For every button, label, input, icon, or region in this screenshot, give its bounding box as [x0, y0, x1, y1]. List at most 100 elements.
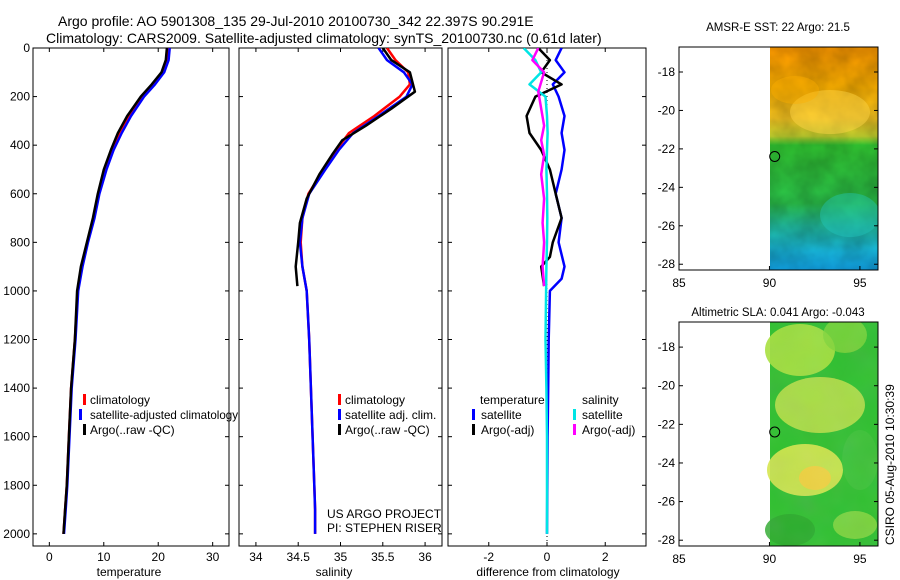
y-tick-label: 800 [10, 235, 30, 249]
float-position-marker [769, 151, 781, 162]
map-x-tick-label: 90 [763, 276, 777, 290]
difference-xlabel: difference from climatology [476, 565, 619, 579]
x-tick-label: 34 [249, 550, 263, 564]
sla-heatmap [765, 322, 878, 546]
map-y-tick-label: -28 [658, 257, 676, 271]
salinity-axis-ticks: 34 34.5 35 35.5 36 [249, 48, 432, 564]
y-tick-label: 1400 [3, 381, 30, 395]
legend-swatch-argo [83, 424, 86, 435]
legend-swatch-argo [338, 424, 341, 435]
temperature-xlabel: temperature [97, 565, 162, 579]
legend-label-temp-argo: Argo(-adj) [481, 423, 534, 437]
legend-swatch-satellite [79, 409, 82, 420]
map-y-tick-label: -26 [658, 219, 676, 233]
map-x-tick-label: 85 [672, 276, 686, 290]
sla-map-title: Altimetric SLA: 0.041 Argo: -0.043 [691, 307, 864, 319]
map-y-tick-label: -20 [658, 103, 676, 117]
project-annotation: US ARGO PROJECT [327, 507, 442, 521]
y-tick-label: 400 [10, 138, 30, 152]
salinity-lines [294, 48, 417, 534]
series-line-argo-raw-qc [62, 48, 169, 534]
legend-swatch-temp-argo [472, 424, 475, 435]
x-tick-label: 36 [418, 550, 432, 564]
salinity-legend: climatology satellite adj. clim. Argo(..… [338, 393, 436, 437]
y-tick-label: 0 [23, 41, 30, 55]
difference-lines [522, 48, 566, 534]
legend-label-temp-satellite: satellite [481, 408, 522, 422]
map-y-tick-label: -24 [658, 180, 676, 194]
legend-label-climatology: climatology [345, 393, 405, 407]
y-tick-label: 600 [10, 187, 30, 201]
temperature-axis-ticks: 0 10 20 30 [46, 48, 220, 564]
temperature-axes-frame [32, 47, 230, 547]
sst-heatmap [770, 47, 878, 270]
series-line-temperature-argo-adj [525, 48, 563, 287]
credit-timestamp: CSIRO 05-Aug-2010 10:30:39 [883, 384, 897, 545]
legend-label-satellite: satellite-adjusted climatology [90, 408, 238, 422]
map-x-tick-label: 95 [853, 552, 867, 566]
x-tick-label: -2 [483, 550, 494, 564]
sla-texture [770, 322, 878, 546]
x-tick-label: 20 [152, 550, 166, 564]
series-line-argo-raw-qc [294, 48, 417, 287]
legend-label-sal-satellite: satellite [582, 408, 623, 422]
legend-label-argo: Argo(..raw -QC) [345, 423, 430, 437]
legend-label-sal-argo: Argo(-adj) [582, 423, 635, 437]
map-x-tick-label: 90 [763, 552, 777, 566]
map-y-tick-label: -22 [658, 417, 676, 431]
series-line-salinity-satellite [522, 48, 549, 534]
difference-panel: -2 0 2 difference from climatology tempera… [447, 47, 647, 579]
temperature-legend: climatology satellite-adjusted climatolo… [79, 393, 238, 437]
y-tick-label: 1000 [3, 284, 30, 298]
map-y-tick-label: -24 [658, 456, 676, 470]
y-tick-label: 2000 [3, 527, 30, 541]
difference-axis-ticks: -2 0 2 [483, 48, 609, 564]
x-tick-label: 0 [46, 550, 53, 564]
sst-map-frame [678, 46, 879, 271]
figure-title-line2: Climatology: CARS2009. Satellite-adjuste… [46, 30, 602, 46]
legend-swatch-sal-argo [573, 424, 576, 435]
series-line-salinity-argo-adj [531, 48, 546, 287]
legend-swatch-climatology [338, 394, 341, 405]
sst-warm-blob [771, 76, 819, 104]
figure-title-line1: Argo profile: AO 5901308_135 29-Jul-2010… [58, 13, 534, 29]
sst-map-ticks: -18 -20 -22 -24 -26 -28 85 90 95 [658, 65, 878, 290]
legend-swatch-climatology [83, 394, 86, 405]
x-tick-label: 35 [334, 550, 348, 564]
sst-texture [770, 47, 878, 270]
sla-map-frame [678, 321, 879, 547]
map-y-tick-label: -20 [658, 379, 676, 393]
legend-swatch-satellite [338, 409, 341, 420]
sla-map-panel: Altimetric SLA: 0.041 Argo: -0.043 -18 -2… [658, 307, 879, 566]
sst-cool-blob [820, 193, 878, 237]
legend-label-climatology: climatology [90, 393, 150, 407]
difference-depth-ticks [448, 47, 646, 535]
y-tick-label: 1200 [3, 333, 30, 347]
map-y-tick-label: -26 [658, 495, 676, 509]
legend-label-satellite: satellite adj. clim. [345, 408, 436, 422]
pi-annotation: PI: STEPHEN RISER [327, 521, 442, 535]
salinity-depth-ticks [239, 47, 442, 535]
salinity-xlabel: salinity [316, 565, 353, 579]
x-tick-label: 35.5 [371, 550, 395, 564]
y-tick-label: 200 [10, 90, 30, 104]
salinity-panel: 34 34.5 35 35.5 36 salinity climatology sate… [238, 47, 443, 579]
sst-warm-blob [790, 90, 870, 134]
map-y-tick-label: -18 [658, 65, 676, 79]
y-tick-label: 1600 [3, 430, 30, 444]
salinity-axes-frame [238, 47, 443, 547]
depth-axis-ticks: 0 200 400 600 800 1000 1200 1400 1600 1800 2000 [3, 41, 229, 541]
map-y-tick-label: -28 [658, 533, 676, 547]
x-tick-label: 0 [544, 550, 551, 564]
legend-group-salinity: salinity [582, 393, 619, 407]
map-y-tick-label: -22 [658, 142, 676, 156]
sla-map-ticks: -18 -20 -22 -24 -26 -28 85 90 95 [658, 340, 878, 566]
x-tick-label: 10 [97, 550, 111, 564]
y-tick-label: 1800 [3, 478, 30, 492]
legend-swatch-temp-satellite [472, 409, 475, 420]
x-tick-label: 30 [206, 550, 220, 564]
sst-map-title: AMSR-E SST: 22 Argo: 21.5 [706, 22, 850, 34]
map-x-tick-label: 95 [853, 276, 867, 290]
float-position-marker [769, 426, 781, 438]
legend-swatch-sal-satellite [573, 409, 576, 420]
